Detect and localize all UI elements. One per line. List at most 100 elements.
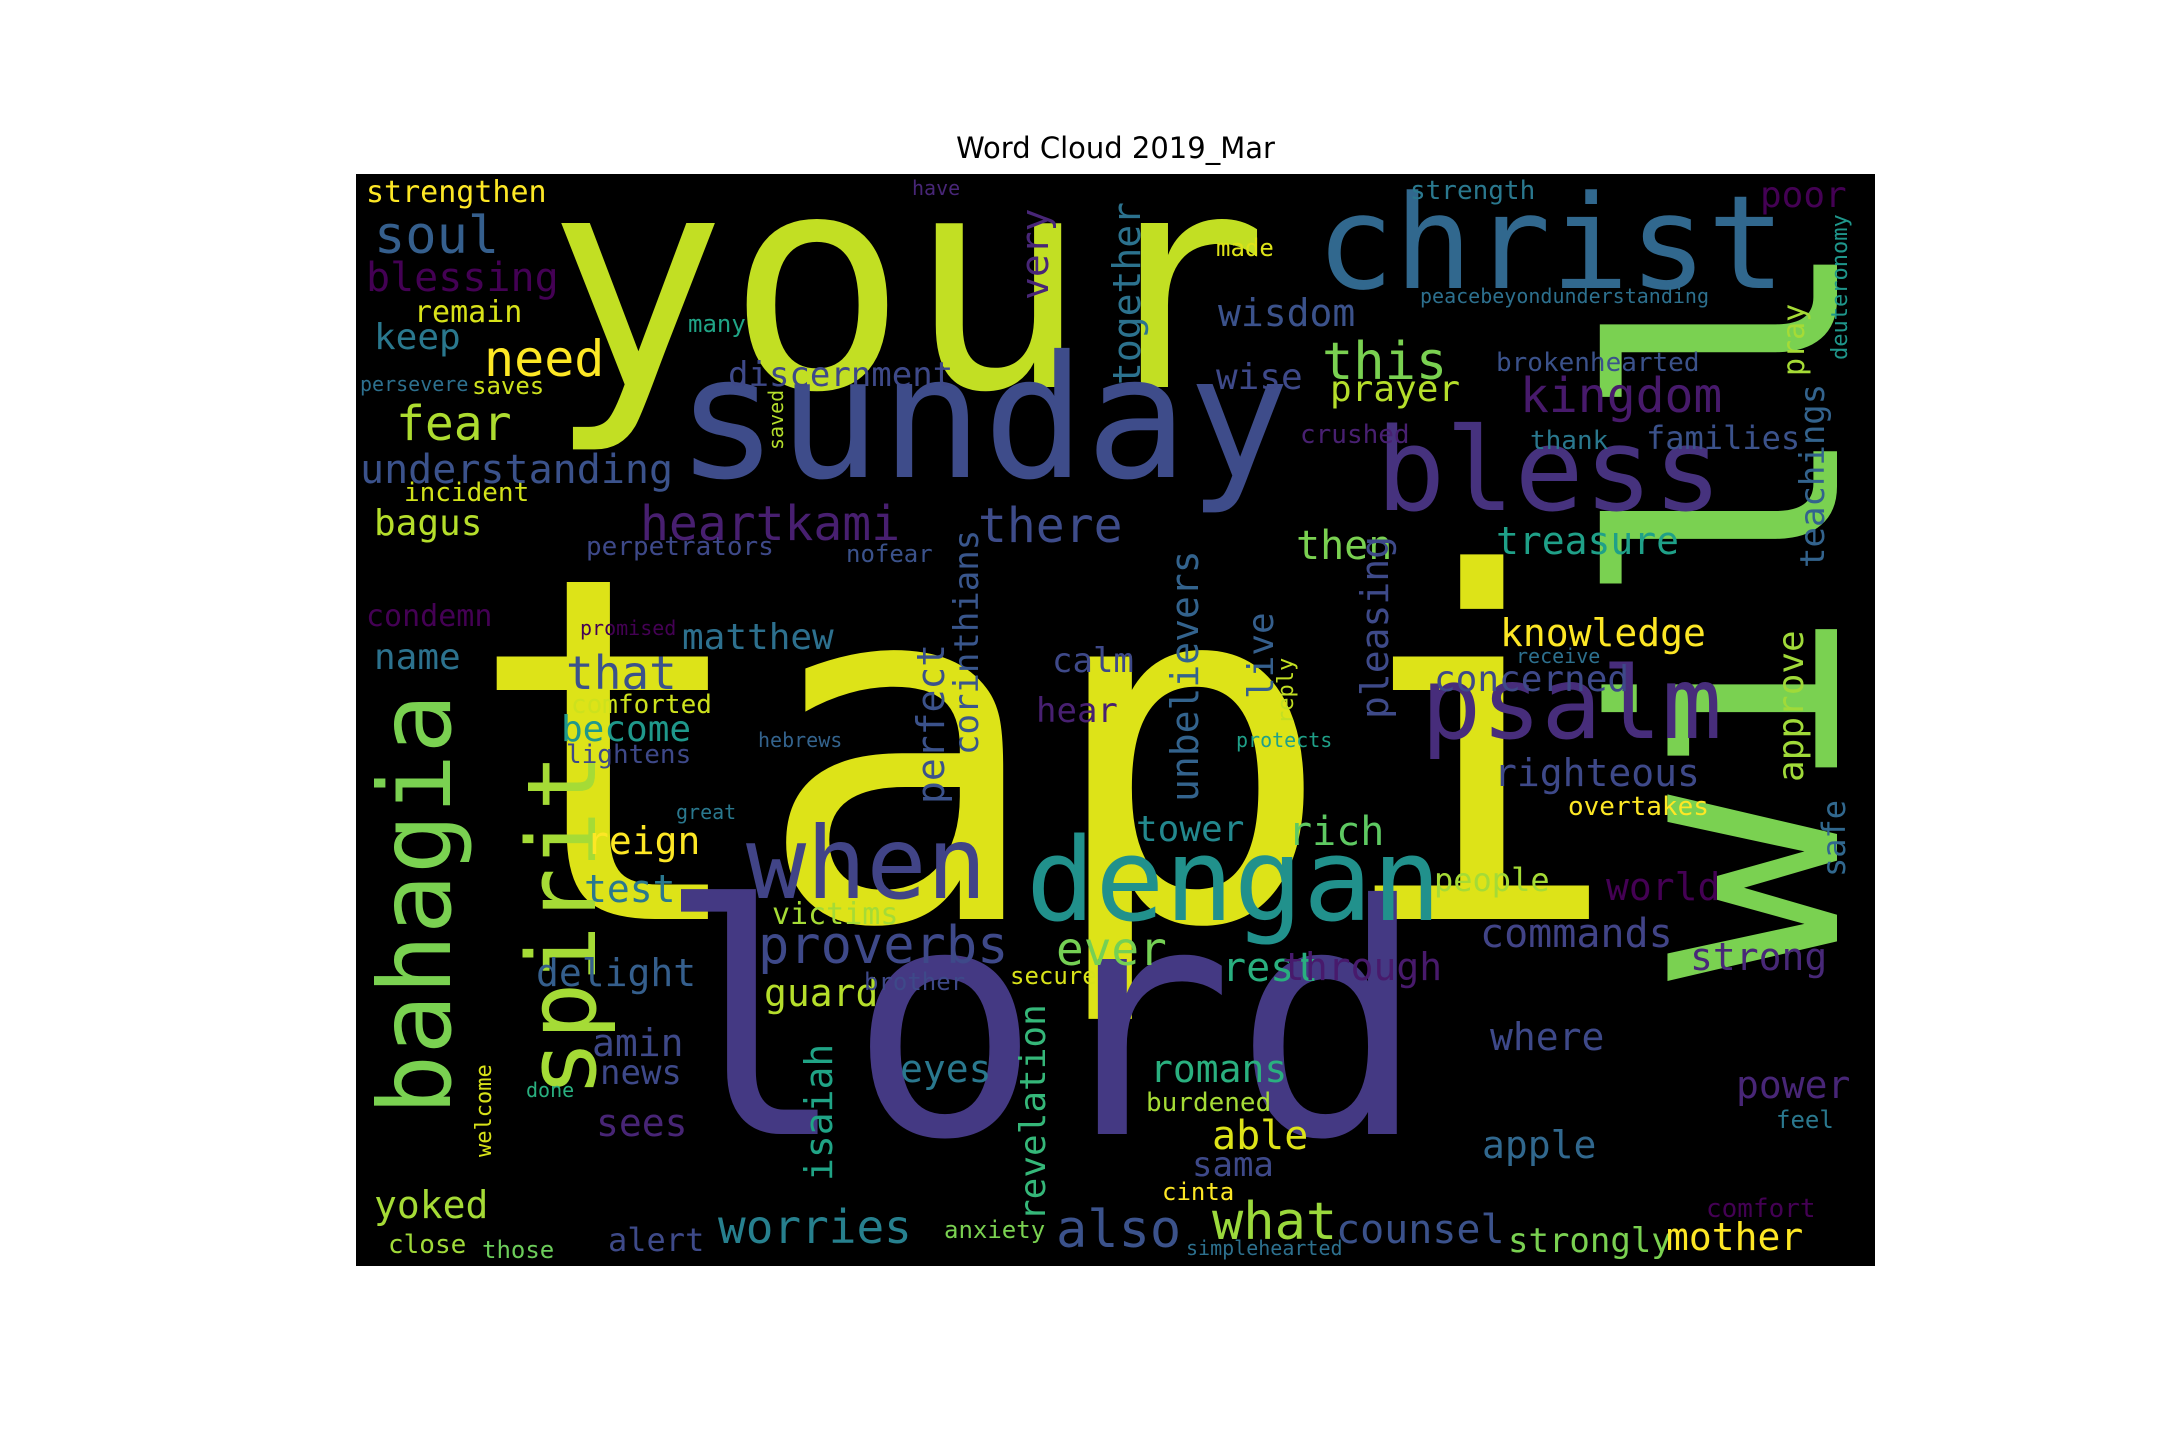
word-strength: strength xyxy=(1410,176,1536,206)
word-protects: protects xyxy=(1236,728,1333,752)
word-what: what xyxy=(1212,1192,1338,1252)
word-victims: victims xyxy=(772,897,899,932)
word-strongly: strongly xyxy=(1508,1221,1672,1261)
word-strong: strong xyxy=(1690,935,1828,979)
word-christ: christ xyxy=(1316,174,1786,319)
word-understanding: understanding xyxy=(360,447,674,493)
word-pleasing: pleasing xyxy=(1353,535,1397,719)
word-tower: tower xyxy=(1136,809,1245,850)
word-safe: safe xyxy=(1815,799,1853,877)
word-unbelievers: unbelievers xyxy=(1163,550,1207,802)
word-matthew: matthew xyxy=(682,617,834,658)
word-sunday: sunday xyxy=(676,320,1291,518)
word-those: those xyxy=(482,1236,555,1264)
word-very: very xyxy=(1013,208,1057,300)
word-saves: saves xyxy=(472,372,545,400)
word-reply: reply xyxy=(1274,657,1299,724)
word-burdened: burdened xyxy=(1146,1088,1272,1118)
word-calm: calm xyxy=(1052,641,1134,681)
word-prayer: prayer xyxy=(1330,369,1461,410)
word-poor: poor xyxy=(1760,175,1847,216)
word-hebrews: hebrews xyxy=(758,728,843,752)
word-tapi: tapi xyxy=(466,474,1622,1033)
word-secure: secure xyxy=(1010,962,1097,990)
word-that: that xyxy=(566,646,677,700)
word-righteous: righteous xyxy=(1494,751,1700,795)
word-power: power xyxy=(1736,1063,1851,1107)
word-worries: worries xyxy=(718,1200,912,1254)
word-brother: brother xyxy=(864,968,966,996)
word-also: also xyxy=(1056,1200,1182,1260)
word-there: there xyxy=(978,498,1123,554)
word-sees: sees xyxy=(596,1101,688,1145)
word-lord: lord xyxy=(656,838,1427,1210)
word-thank: thank xyxy=(1530,426,1609,456)
word-comfort: comfort xyxy=(1706,1194,1816,1224)
word-cloud: tapi your will lord sunday christ bless dengan p… xyxy=(356,174,1875,1266)
word-news: news xyxy=(600,1053,682,1093)
word-test: test xyxy=(584,867,676,911)
word-dengan: dengan xyxy=(1026,814,1442,948)
word-bagus: bagus xyxy=(374,503,483,544)
word-mother: mother xyxy=(1666,1215,1804,1259)
word-together: together xyxy=(1105,201,1149,385)
word-crushed: crushed xyxy=(1300,420,1410,450)
word-teachings: teachings xyxy=(1793,383,1833,568)
word-soul: soul xyxy=(374,206,500,266)
word-brokenhearted: brokenhearted xyxy=(1496,348,1700,378)
word-cinta: cinta xyxy=(1162,1178,1235,1206)
word-counsel: counsel xyxy=(1336,1207,1505,1253)
word-families: families xyxy=(1646,419,1801,457)
word-concerned: concerned xyxy=(1434,659,1630,700)
word-remain: remain xyxy=(414,295,523,330)
word-wise: wise xyxy=(1216,357,1303,398)
word-saved: saved xyxy=(764,389,788,450)
word-fear: fear xyxy=(396,396,512,452)
word-wisdom: wisdom xyxy=(1218,291,1356,335)
word-commands: commands xyxy=(1480,911,1673,957)
word-revelation: revelation xyxy=(1013,1004,1054,1221)
word-perpetrators: perpetrators xyxy=(586,532,774,562)
word-hear: hear xyxy=(1036,691,1118,731)
word-rich: rich xyxy=(1288,809,1385,855)
word-delight: delight xyxy=(536,951,697,995)
word-made: made xyxy=(1216,234,1274,262)
word-name: name xyxy=(374,637,461,678)
word-this: this xyxy=(1322,332,1448,392)
word-pray: pray xyxy=(1777,303,1812,376)
word-bahagia: bahagia xyxy=(357,693,474,1115)
word-great: great xyxy=(676,800,737,824)
word-world: world xyxy=(1606,865,1721,909)
word-treasure: treasure xyxy=(1496,519,1680,563)
chart-title: Word Cloud 2019_Mar xyxy=(956,131,1275,165)
word-where: where xyxy=(1490,1015,1605,1059)
word-apple: apple xyxy=(1482,1123,1597,1167)
word-simplehearted: simplehearted xyxy=(1186,1236,1343,1260)
word-condemn: condemn xyxy=(366,599,493,634)
word-strengthen: strengthen xyxy=(366,175,547,210)
word-anxiety: anxiety xyxy=(944,1216,1046,1244)
word-comforted: comforted xyxy=(571,690,712,720)
word-proverbs: proverbs xyxy=(758,916,1009,976)
word-kingdom: kingdom xyxy=(1520,368,1723,424)
word-persevere: persevere xyxy=(360,372,469,396)
word-sama: sama xyxy=(1192,1145,1274,1185)
word-discernment: discernment xyxy=(728,355,954,395)
word-welcome: welcome xyxy=(472,1064,497,1157)
word-psalm: psalm xyxy=(1421,645,1723,762)
word-romans: romans xyxy=(1150,1047,1288,1091)
word-receive: receive xyxy=(1516,644,1601,668)
word-done: done xyxy=(526,1078,575,1102)
word-guard: guard xyxy=(764,971,879,1015)
word-then: then xyxy=(1296,523,1393,569)
word-approve: approve xyxy=(1771,630,1812,782)
word-need: need xyxy=(484,330,605,388)
word-have: have xyxy=(912,176,961,200)
word-heartkami: heartkami xyxy=(640,496,901,552)
word-become: become xyxy=(561,709,692,750)
word-close: close xyxy=(388,1230,467,1260)
word-when: when xyxy=(746,805,987,922)
word-peacebeyondunderstanding: peacebeyondunderstanding xyxy=(1420,284,1709,308)
word-bless: bless xyxy=(1376,404,1723,538)
word-incident: incident xyxy=(404,478,530,508)
